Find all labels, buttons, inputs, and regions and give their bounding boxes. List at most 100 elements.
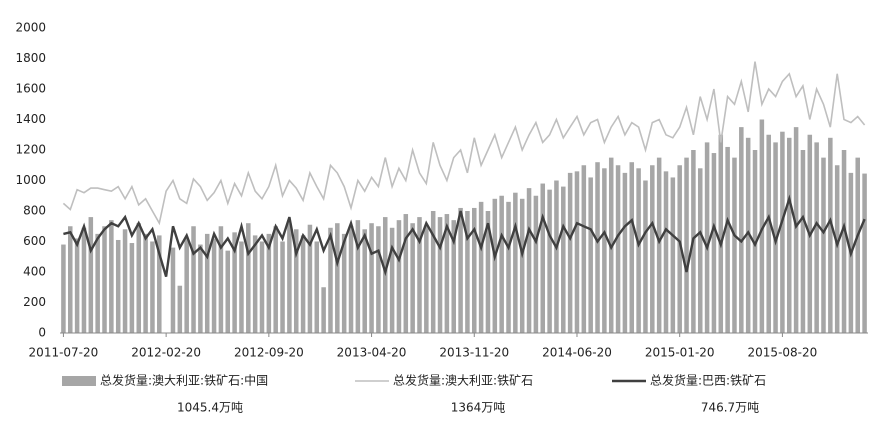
x-tick-label: 2011-07-20: [29, 346, 99, 360]
bar: [670, 177, 676, 333]
bar: [102, 226, 107, 333]
bar: [259, 241, 265, 333]
bar: [540, 183, 546, 333]
bar: [759, 119, 765, 333]
bar: [211, 238, 217, 333]
bar: [266, 233, 272, 333]
bar: [136, 223, 142, 333]
x-tick-label: 2012-02-20: [131, 346, 201, 360]
legend-note: 746.7万吨: [701, 401, 759, 415]
bar: [252, 235, 258, 333]
bar: [725, 146, 730, 333]
bar: [786, 137, 792, 333]
bar: [567, 172, 573, 333]
bar: [752, 150, 758, 333]
y-tick-label: 1800: [15, 51, 46, 65]
bar: [88, 217, 94, 333]
legend-note: 1045.4万吨: [177, 401, 243, 415]
bar: [424, 226, 429, 333]
bar: [430, 211, 436, 333]
bar: [499, 195, 504, 333]
y-tick-label: 1000: [15, 173, 46, 187]
bar: [74, 238, 80, 333]
bar: [355, 220, 361, 333]
y-tick-label: 1600: [15, 82, 46, 96]
bar: [766, 134, 771, 333]
bar: [293, 229, 299, 333]
x-tick-label: 2013-11-20: [439, 346, 509, 360]
line: [62, 61, 866, 226]
bar: [451, 220, 456, 333]
bar: [341, 233, 347, 333]
y-tick-label: 2000: [15, 21, 46, 35]
bar: [834, 165, 840, 333]
bar: [519, 198, 525, 333]
bar: [68, 226, 73, 333]
bar: [280, 241, 285, 333]
bar: [821, 157, 826, 333]
bar: [561, 186, 566, 333]
bar: [636, 168, 641, 333]
bar: [157, 235, 162, 333]
y-tick-label: 1400: [15, 112, 46, 126]
bar: [198, 244, 203, 333]
bar: [437, 217, 443, 333]
bar: [287, 223, 292, 333]
bar: [841, 150, 847, 333]
bar: [711, 153, 717, 333]
bar: [184, 238, 189, 333]
bar: [314, 241, 320, 333]
bar: [547, 189, 552, 333]
bar: [814, 142, 819, 333]
bar: [704, 142, 710, 333]
bar: [109, 220, 114, 333]
bar: [780, 131, 785, 333]
bar: [129, 243, 135, 333]
bar: [855, 157, 860, 333]
bar: [444, 214, 450, 333]
bar: [554, 180, 559, 333]
bar: [150, 241, 155, 333]
bar: [348, 226, 354, 333]
bar: [204, 233, 210, 333]
y-tick-label: 0: [38, 326, 46, 340]
bar: [81, 227, 87, 333]
bar: [273, 226, 278, 333]
x-tick-label: 2015-08-20: [748, 346, 818, 360]
bar: [362, 229, 367, 333]
bar: [533, 195, 539, 333]
x-tick-label: 2013-04-20: [337, 346, 407, 360]
bar: [307, 224, 313, 333]
bar: [143, 233, 148, 333]
bar: [458, 207, 463, 333]
bar: [643, 180, 648, 333]
bar: [650, 165, 655, 333]
bar: [177, 285, 183, 333]
line: [63, 194, 866, 277]
bar: [300, 235, 306, 333]
y-tick-label: 400: [23, 265, 46, 279]
bar: [588, 177, 593, 333]
bar: [376, 226, 381, 333]
bar: [602, 168, 607, 333]
legend-swatch: [62, 376, 96, 386]
bar: [239, 241, 244, 333]
bar: [465, 211, 470, 333]
bar: [526, 188, 532, 333]
bar: [739, 127, 744, 333]
x-tick-label: 2012-09-20: [234, 346, 304, 360]
x-tick-label: 2015-01-20: [645, 346, 715, 360]
bar: [656, 157, 662, 333]
bar: [417, 217, 422, 333]
bar: [793, 127, 799, 333]
bar: [396, 220, 402, 333]
bar: [170, 247, 176, 333]
bar: [595, 162, 600, 333]
bar: [61, 244, 66, 333]
bar: [328, 227, 333, 333]
bar: [232, 232, 237, 333]
bar: [369, 223, 374, 333]
y-tick-label: 600: [23, 234, 46, 248]
